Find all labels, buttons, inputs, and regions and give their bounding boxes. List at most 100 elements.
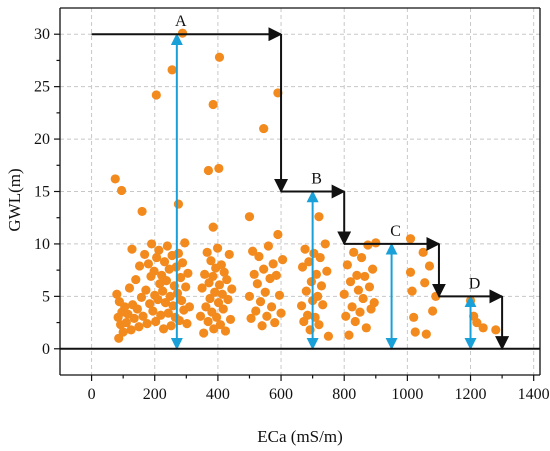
data-point bbox=[356, 252, 367, 263]
data-point bbox=[297, 262, 308, 272]
data-point bbox=[259, 123, 269, 134]
data-point bbox=[134, 261, 145, 271]
data-point bbox=[355, 307, 365, 317]
data-point bbox=[203, 165, 214, 176]
data-point bbox=[246, 313, 256, 323]
step-boundary bbox=[60, 27, 540, 351]
x-tick-label: 1400 bbox=[518, 386, 550, 403]
data-point bbox=[276, 308, 286, 318]
data-point bbox=[181, 282, 191, 292]
data-point bbox=[314, 212, 324, 222]
x-tick-label: 1000 bbox=[391, 386, 423, 403]
data-point bbox=[212, 243, 223, 253]
data-point bbox=[158, 324, 169, 334]
data-point bbox=[278, 255, 288, 265]
data-point bbox=[208, 271, 218, 282]
data-point bbox=[350, 316, 360, 327]
data-point bbox=[244, 291, 255, 301]
data-point bbox=[112, 289, 122, 299]
data-point bbox=[313, 291, 323, 301]
data-point bbox=[341, 311, 351, 321]
data-point bbox=[251, 306, 261, 316]
data-point bbox=[163, 308, 173, 318]
data-point bbox=[418, 247, 428, 257]
data-point bbox=[407, 286, 417, 296]
data-point bbox=[218, 304, 228, 314]
data-point bbox=[274, 290, 285, 300]
data-point bbox=[364, 282, 375, 292]
data-point bbox=[183, 268, 193, 278]
data-point bbox=[126, 325, 136, 335]
data-point bbox=[203, 316, 213, 327]
data-point bbox=[223, 294, 233, 305]
data-point bbox=[244, 212, 255, 222]
data-point bbox=[214, 163, 224, 174]
data-point bbox=[271, 270, 281, 280]
data-point bbox=[180, 238, 190, 248]
data-point bbox=[342, 260, 352, 270]
data-point bbox=[146, 239, 157, 249]
data-point bbox=[339, 289, 349, 299]
zone-label: A bbox=[175, 13, 187, 30]
data-point bbox=[371, 238, 381, 248]
data-point bbox=[358, 293, 368, 304]
data-point bbox=[195, 311, 206, 321]
y-axis-title: GWL(m) bbox=[5, 168, 24, 231]
y-tick-label: 20 bbox=[34, 131, 50, 148]
data-point bbox=[345, 277, 356, 287]
y-tick-label: 5 bbox=[42, 288, 50, 305]
data-point bbox=[424, 261, 435, 271]
x-tick-label: 800 bbox=[332, 386, 356, 403]
data-point bbox=[121, 317, 131, 328]
data-point bbox=[199, 328, 209, 338]
data-point bbox=[220, 326, 231, 336]
data-point bbox=[225, 314, 236, 325]
data-point bbox=[478, 323, 488, 333]
data-point bbox=[349, 247, 359, 257]
data-point bbox=[405, 234, 416, 244]
data-point bbox=[314, 320, 324, 330]
data-point bbox=[197, 283, 207, 293]
data-point bbox=[301, 286, 311, 296]
x-tick-label: 400 bbox=[206, 386, 230, 403]
data-point bbox=[249, 269, 259, 279]
data-point bbox=[154, 245, 164, 255]
data-point bbox=[344, 330, 354, 340]
data-point bbox=[145, 299, 155, 309]
data-point bbox=[322, 266, 332, 276]
data-point bbox=[361, 323, 371, 333]
data-point bbox=[129, 313, 139, 323]
data-point bbox=[173, 248, 184, 258]
data-point bbox=[420, 278, 430, 288]
data-point bbox=[352, 270, 362, 280]
data-point bbox=[141, 285, 151, 295]
data-point bbox=[320, 239, 330, 249]
data-point bbox=[369, 298, 379, 308]
data-point bbox=[208, 99, 218, 110]
data-point bbox=[491, 325, 501, 335]
data-point bbox=[208, 222, 218, 232]
data-point bbox=[222, 274, 232, 285]
data-point bbox=[151, 90, 161, 100]
data-point bbox=[110, 174, 120, 184]
data-point bbox=[161, 276, 172, 286]
data-point bbox=[296, 301, 307, 311]
data-point bbox=[224, 249, 234, 260]
y-tick-label: 15 bbox=[34, 184, 50, 201]
data-point bbox=[316, 281, 327, 291]
data-point bbox=[201, 302, 211, 312]
data-point bbox=[158, 286, 168, 296]
data-point bbox=[200, 269, 210, 279]
data-point bbox=[360, 271, 370, 282]
data-point bbox=[428, 306, 438, 316]
data-point bbox=[254, 251, 264, 262]
data-point bbox=[143, 259, 154, 269]
data-point bbox=[120, 302, 130, 312]
data-point bbox=[347, 302, 357, 312]
data-point bbox=[206, 256, 216, 266]
labels: ECa (mS/m) GWL(m) 0 200 400 600 800 1000 1200 1… bbox=[5, 13, 550, 446]
data-point bbox=[421, 329, 431, 339]
data-point bbox=[214, 52, 225, 62]
gwl-range-arrows bbox=[170, 33, 477, 350]
data-point bbox=[353, 285, 364, 295]
